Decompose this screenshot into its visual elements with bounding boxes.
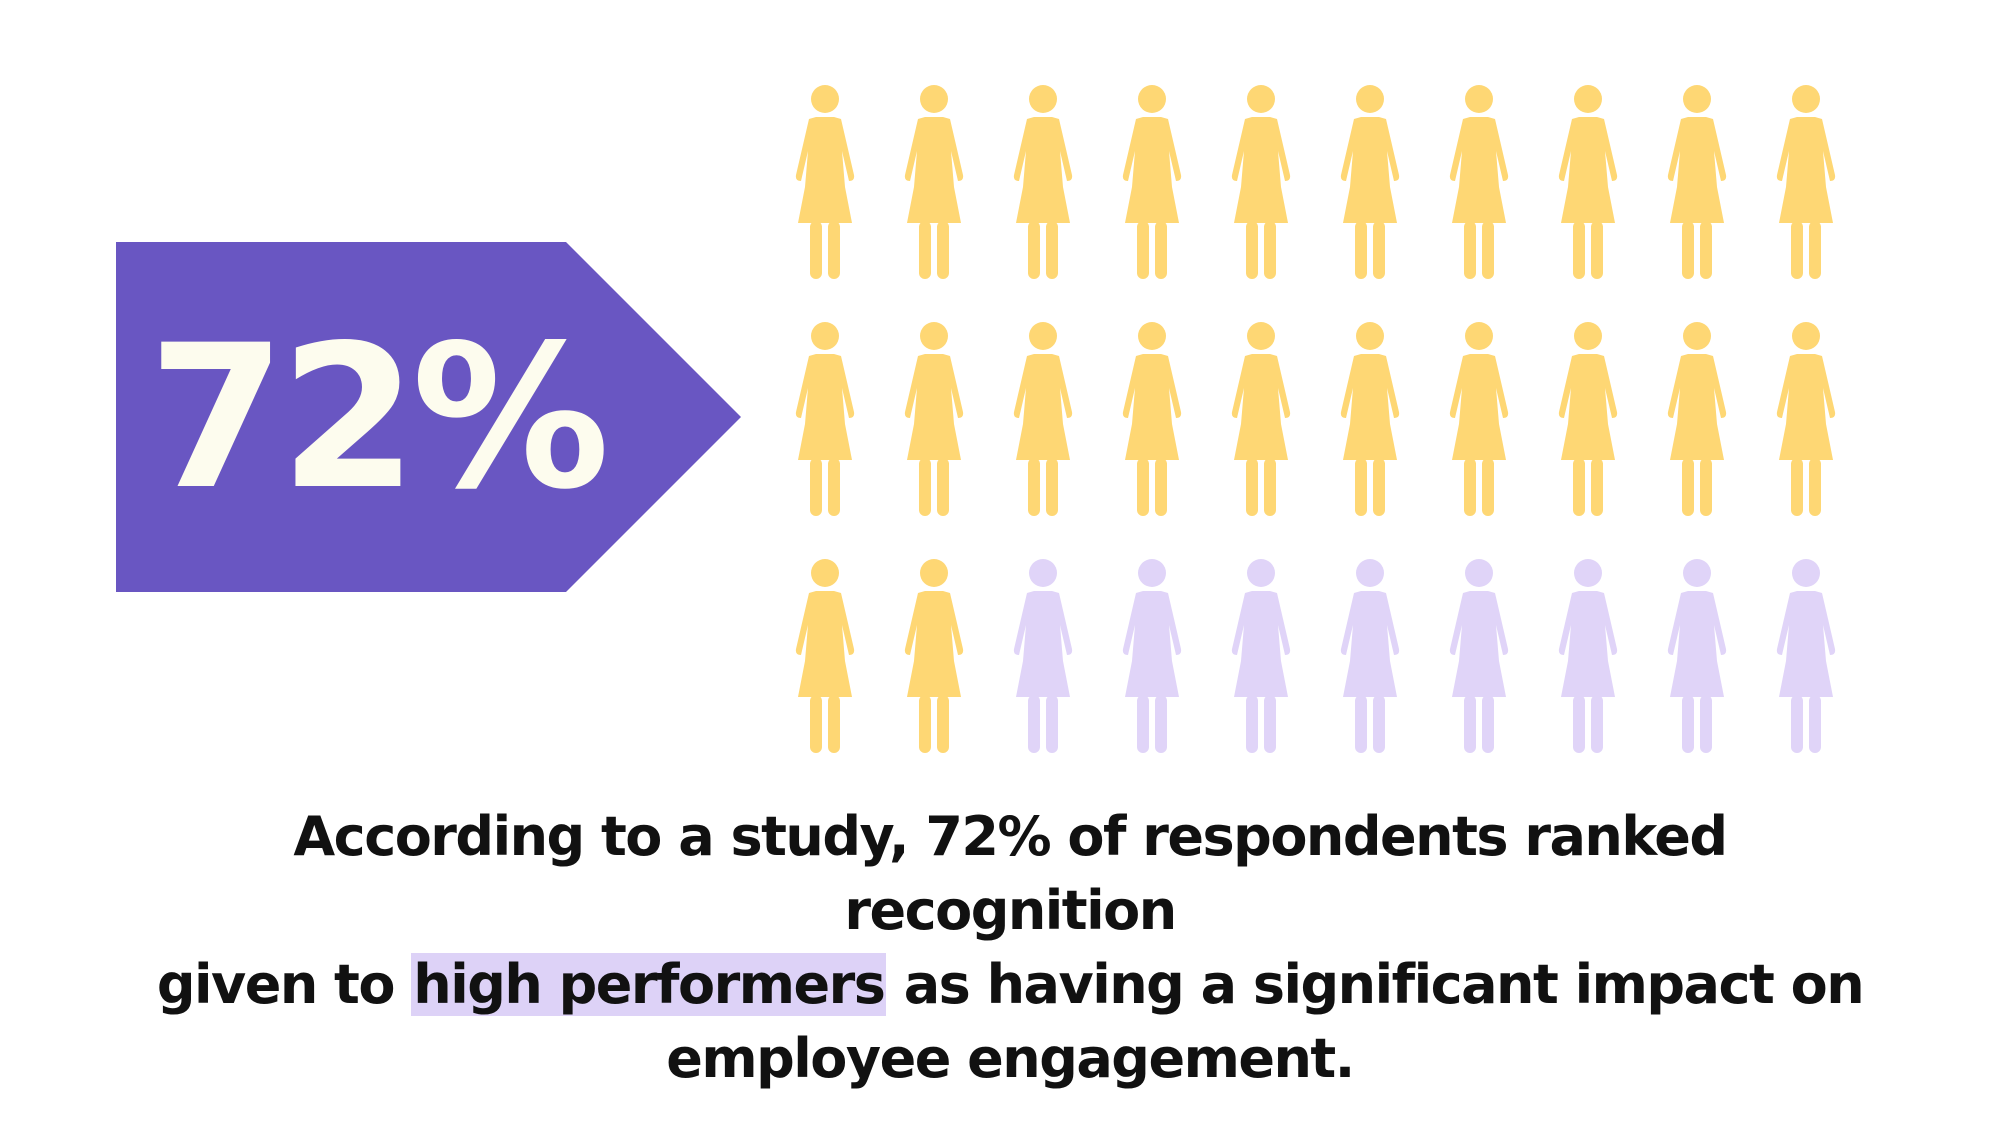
highlighted-phrase: high performers: [411, 953, 887, 1016]
person-icon-empty: [1231, 559, 1291, 753]
person-icon-filled: [1558, 322, 1618, 516]
badge-background: [116, 242, 741, 592]
person-icon-empty: [1558, 559, 1618, 753]
pictograph-svg: [795, 85, 1836, 753]
person-icon-filled: [1340, 322, 1400, 516]
person-icon-filled: [1667, 322, 1727, 516]
person-icon-filled: [1122, 85, 1182, 279]
person-icon-filled: [1776, 85, 1836, 279]
person-icon-filled: [904, 322, 964, 516]
caption-text: According to a study, 72% of respondents…: [140, 800, 1880, 1096]
person-icon-filled: [1667, 85, 1727, 279]
person-icon-filled: [795, 85, 855, 279]
caption-line-1: According to a study, 72% of respondents…: [293, 805, 1728, 942]
person-icon-filled: [1558, 85, 1618, 279]
caption-line-2-start: given to: [156, 953, 412, 1016]
person-icon-filled: [1449, 322, 1509, 516]
person-icon-empty: [1013, 559, 1073, 753]
person-icon-filled: [1122, 322, 1182, 516]
person-icon-empty: [1667, 559, 1727, 753]
person-icon-filled: [1013, 322, 1073, 516]
person-icon-filled: [795, 559, 855, 753]
person-icon-filled: [904, 559, 964, 753]
caption-line-2: given to high performers as having a sig…: [140, 948, 1880, 1022]
person-icon-empty: [1449, 559, 1509, 753]
person-icon-filled: [795, 322, 855, 516]
person-icon-filled: [904, 85, 964, 279]
person-icon-empty: [1340, 559, 1400, 753]
percentage-value: 72%: [148, 301, 610, 533]
badge-arrow-shape: [116, 242, 741, 592]
caption-line-2-end: as having a significant impact on: [886, 953, 1865, 1016]
caption-line-3: employee engagement.: [666, 1027, 1355, 1090]
person-icon-empty: [1776, 559, 1836, 753]
people-pictograph: [785, 85, 1865, 755]
person-icon-filled: [1776, 322, 1836, 516]
person-icon-filled: [1013, 85, 1073, 279]
percentage-badge: 72%: [116, 242, 741, 592]
person-icon-filled: [1231, 322, 1291, 516]
person-icon-filled: [1340, 85, 1400, 279]
person-icon-filled: [1449, 85, 1509, 279]
person-icon-empty: [1122, 559, 1182, 753]
person-icon-filled: [1231, 85, 1291, 279]
